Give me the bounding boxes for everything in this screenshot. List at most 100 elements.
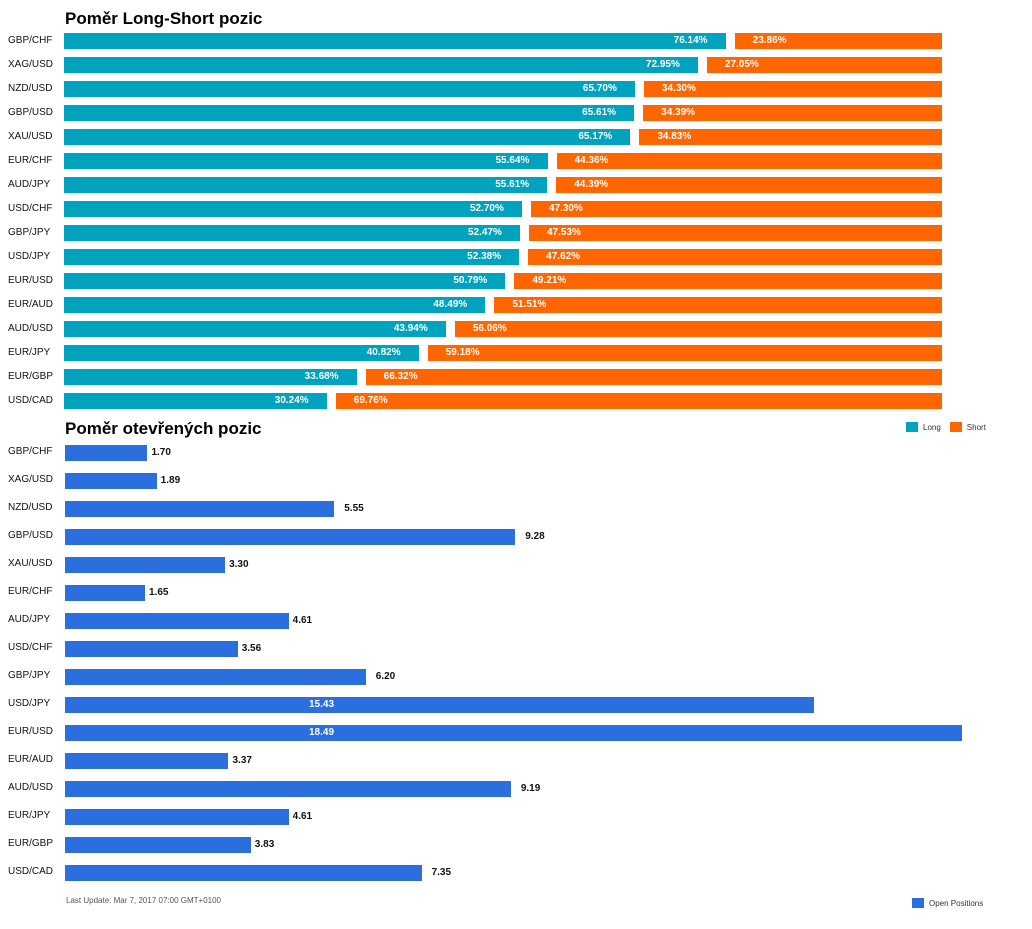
short-bar-eur-chf <box>556 153 942 169</box>
open-category-label-eur-chf: EUR/CHF <box>8 586 53 597</box>
long-value-label-gbp-jpy: 52.47% <box>467 227 502 238</box>
category-label-xau-usd: XAU/USD <box>8 131 53 142</box>
open-positions-bar-gbp-usd <box>65 529 516 545</box>
long-value-label-xag-usd: 72.95% <box>645 59 680 70</box>
long-value-label-aud-jpy: 55.61% <box>495 179 530 190</box>
long-bar-eur-chf <box>64 153 548 169</box>
open-positions-legend-label: Open Positions <box>929 898 984 908</box>
short-value-label-gbp-chf: 23.86% <box>752 35 787 46</box>
short-value-label-eur-chf: 44.36% <box>574 155 609 166</box>
short-bar-gbp-jpy <box>528 225 942 241</box>
long-value-label-aud-usd: 43.94% <box>393 323 428 334</box>
open-positions-value-gbp-jpy: 6.20 <box>375 671 396 682</box>
open-category-label-eur-usd: EUR/USD <box>8 726 54 737</box>
open-category-label-eur-gbp: EUR/GBP <box>8 838 54 849</box>
open-positions-value-gbp-chf: 1.70 <box>151 447 171 458</box>
open-positions-title: Poměr otevřených pozic <box>65 419 262 438</box>
long-bar-gbp-jpy <box>64 225 520 241</box>
long-bar-nzd-usd <box>64 81 635 97</box>
category-label-aud-jpy: AUD/JPY <box>8 179 51 190</box>
open-category-label-gbp-usd: GBP/USD <box>8 530 54 541</box>
open-positions-bar-usd-cad <box>65 865 422 881</box>
open-positions-bar-gbp-jpy <box>65 669 366 685</box>
open-positions-bar-aud-jpy <box>65 613 289 629</box>
short-bar-eur-gbp <box>365 369 942 385</box>
short-value-label-aud-usd: 56.06% <box>472 323 507 334</box>
category-label-usd-chf: USD/CHF <box>8 203 53 214</box>
category-label-usd-cad: USD/CAD <box>8 395 54 406</box>
category-label-gbp-chf: GBP/CHF <box>8 35 53 46</box>
long-value-label-xau-usd: 65.17% <box>578 131 613 142</box>
short-bar-gbp-chf <box>734 33 942 49</box>
long-bar-gbp-usd <box>64 105 635 121</box>
long-bar-eur-usd <box>64 273 506 289</box>
short-bar-usd-chf <box>530 201 942 217</box>
category-label-eur-chf: EUR/CHF <box>8 155 53 166</box>
long-value-label-usd-chf: 52.70% <box>469 203 504 214</box>
open-positions-value-aud-usd: 9.19 <box>520 783 541 794</box>
category-label-aud-usd: AUD/USD <box>8 323 54 334</box>
long-value-label-nzd-usd: 65.70% <box>582 83 617 94</box>
long-value-label-eur-chf: 55.64% <box>495 155 530 166</box>
open-positions-value-usd-cad: 7.35 <box>431 867 452 878</box>
open-positions-value-eur-gbp: 3.83 <box>254 839 275 850</box>
short-value-label-xau-usd: 34.83% <box>657 131 692 142</box>
short-legend-swatch <box>949 422 962 432</box>
open-positions-value-xau-usd: 3.30 <box>229 559 249 570</box>
short-value-label-eur-usd: 49.21% <box>532 275 567 286</box>
open-category-label-gbp-chf: GBP/CHF <box>8 446 53 457</box>
open-category-label-eur-aud: EUR/AUD <box>8 754 54 765</box>
category-label-eur-gbp: EUR/GBP <box>8 371 54 382</box>
long-value-label-eur-aud: 48.49% <box>433 299 468 310</box>
short-bar-eur-jpy <box>427 345 942 361</box>
short-value-label-aud-jpy: 44.39% <box>574 179 609 190</box>
long-value-label-gbp-usd: 65.61% <box>582 107 617 118</box>
short-bar-aud-usd <box>454 321 942 337</box>
short-bar-gbp-usd <box>643 105 942 121</box>
open-category-label-usd-chf: USD/CHF <box>8 642 53 653</box>
short-value-label-eur-jpy: 59.18% <box>445 347 480 358</box>
short-value-label-xag-usd: 27.05% <box>724 59 759 70</box>
open-positions-bar-eur-aud <box>65 753 229 769</box>
long-bar-eur-aud <box>64 297 486 313</box>
open-positions-bar-eur-chf <box>65 585 146 601</box>
open-positions-bar-usd-chf <box>65 641 238 657</box>
long-value-label-eur-gbp: 33.68% <box>304 371 339 382</box>
short-value-label-gbp-jpy: 47.53% <box>546 227 581 238</box>
open-category-label-gbp-jpy: GBP/JPY <box>8 670 51 681</box>
open-positions-value-eur-usd: 18.49 <box>309 727 335 738</box>
short-bar-nzd-usd <box>643 81 942 97</box>
open-positions-value-xag-usd: 1.89 <box>160 475 181 486</box>
long-bar-xau-usd <box>64 129 631 145</box>
long-bar-usd-jpy <box>64 249 520 265</box>
long-value-label-eur-jpy: 40.82% <box>366 347 401 358</box>
open-positions-value-eur-jpy: 4.61 <box>292 811 313 822</box>
short-value-label-nzd-usd: 34.30% <box>661 83 696 94</box>
short-value-label-usd-chf: 47.30% <box>548 203 583 214</box>
long-short-title: Poměr Long-Short pozic <box>65 9 263 28</box>
open-positions-bar-usd-jpy <box>65 697 814 713</box>
category-label-gbp-jpy: GBP/JPY <box>8 227 51 238</box>
open-positions-legend-swatch <box>912 898 924 908</box>
long-short-legend: Long Short <box>906 422 995 432</box>
open-positions-value-aud-jpy: 4.61 <box>292 615 313 626</box>
open-positions-bar-eur-gbp <box>65 837 251 853</box>
short-value-label-gbp-usd: 34.39% <box>661 107 696 118</box>
long-bar-usd-cad <box>64 393 327 409</box>
open-positions-value-eur-chf: 1.65 <box>149 587 169 598</box>
category-label-eur-usd: EUR/USD <box>8 275 54 286</box>
open-category-label-aud-jpy: AUD/JPY <box>8 614 51 625</box>
short-bar-xau-usd <box>639 129 942 145</box>
short-bar-eur-usd <box>514 273 942 289</box>
short-value-label-usd-cad: 69.76% <box>353 395 388 406</box>
short-bar-usd-jpy <box>528 249 942 265</box>
open-category-label-usd-jpy: USD/JPY <box>8 698 51 709</box>
open-category-label-xag-usd: XAG/USD <box>8 474 54 485</box>
long-bar-usd-chf <box>64 201 522 217</box>
open-category-label-xau-usd: XAU/USD <box>8 558 53 569</box>
long-bar-gbp-chf <box>64 33 726 49</box>
long-value-label-usd-cad: 30.24% <box>274 395 309 406</box>
category-label-nzd-usd: NZD/USD <box>8 83 53 94</box>
open-positions-bar-aud-usd <box>65 781 511 797</box>
open-positions-bar-xag-usd <box>65 473 157 489</box>
